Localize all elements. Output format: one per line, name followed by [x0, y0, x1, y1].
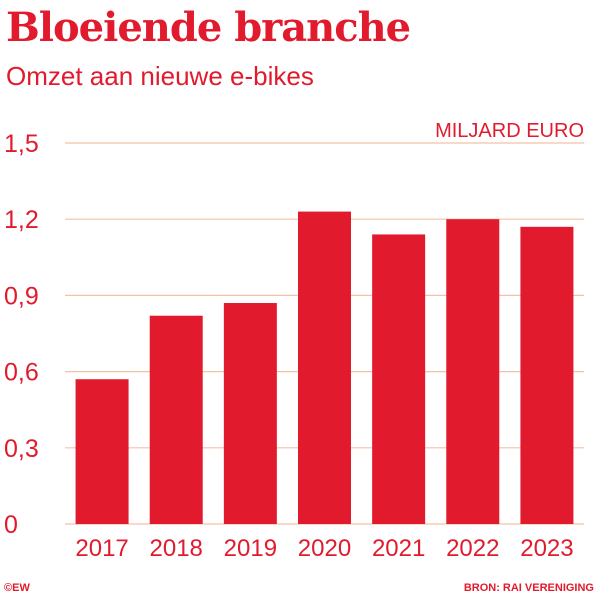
x-tick-label: 2018: [150, 535, 203, 562]
y-tick-label: 0,6: [4, 359, 39, 387]
x-tick-label: 2023: [520, 535, 573, 562]
unit-label: MILJARD EURO: [435, 120, 584, 142]
chart-subtitle: Omzet aan nieuwe e-bikes: [6, 61, 314, 91]
x-tick-label: 2021: [372, 535, 425, 562]
bar: [223, 303, 277, 524]
credit-label: ©EW: [4, 582, 30, 594]
bar: [372, 234, 426, 524]
bar: [149, 315, 203, 524]
x-tick-label: 2022: [446, 535, 499, 562]
x-tick-label: 2020: [298, 535, 351, 562]
x-tick-label: 2017: [75, 535, 128, 562]
x-tick-label: 2019: [224, 535, 277, 562]
source-label: BRON: RAI VERENIGING: [463, 582, 594, 594]
y-tick-label: 1,5: [4, 130, 39, 158]
y-tick-label: 0: [4, 511, 18, 539]
y-tick-label: 0,9: [4, 282, 39, 310]
bar: [446, 219, 500, 524]
y-tick-label: 1,2: [4, 206, 39, 234]
bar: [298, 211, 351, 524]
y-tick-label: 0,3: [4, 435, 39, 463]
bar: [520, 226, 574, 524]
chart-title: Bloeiende branche: [6, 4, 411, 51]
bar: [75, 379, 129, 524]
